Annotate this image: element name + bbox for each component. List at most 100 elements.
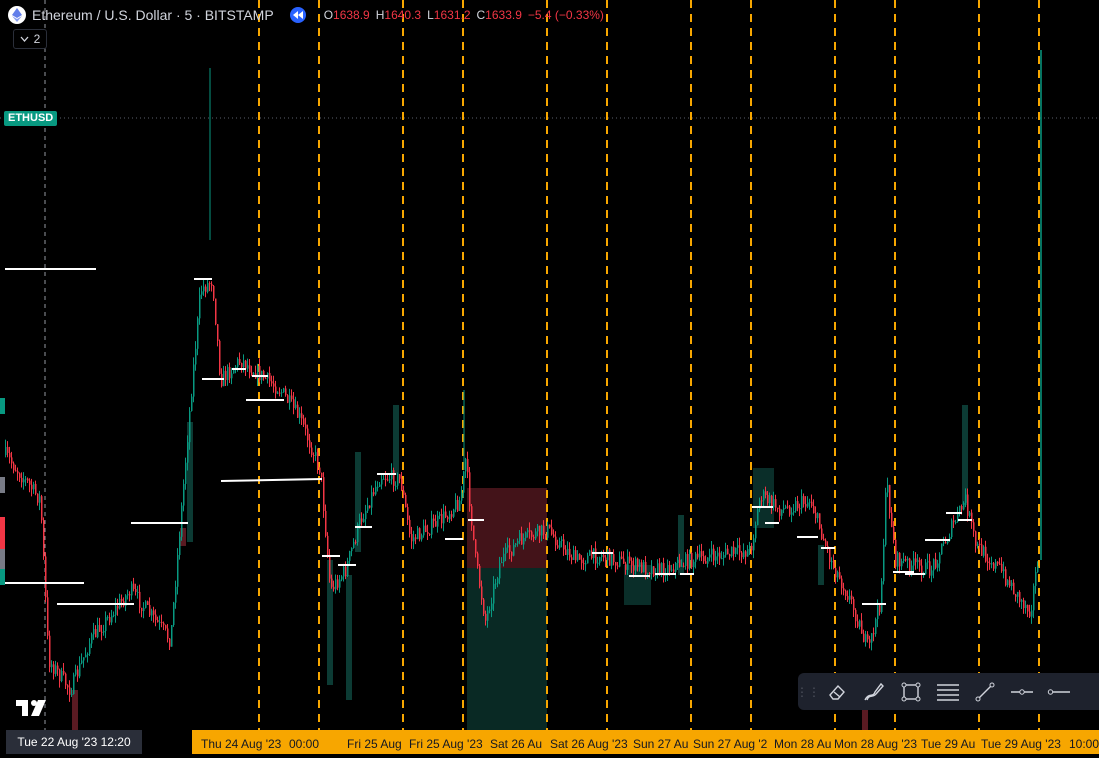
candle-body (851, 595, 853, 600)
brush-icon[interactable] (855, 673, 892, 710)
candle-body (87, 653, 89, 655)
candle-body (17, 471, 19, 474)
candle-body (289, 395, 291, 403)
chart-canvas[interactable] (0, 0, 1099, 730)
candle-body (839, 572, 841, 579)
candle-body (9, 452, 11, 458)
candle-body (397, 474, 399, 486)
candle-body (413, 537, 415, 542)
candle-body (799, 508, 801, 510)
candle-body (63, 670, 65, 674)
candle-body (489, 609, 491, 611)
candle-body (793, 510, 795, 513)
volume-bar (72, 690, 78, 730)
candle-body (753, 538, 755, 551)
candle-body (519, 533, 521, 541)
candle-body (947, 540, 949, 544)
candle-body (337, 579, 339, 588)
candle-body (875, 619, 877, 634)
candle-body (453, 509, 455, 517)
candle-body (473, 525, 475, 540)
chevron-down-icon (20, 36, 29, 42)
candle-body (455, 499, 457, 510)
candle-body (917, 559, 919, 563)
candle-body (115, 605, 117, 615)
candle-body (151, 610, 153, 616)
candle-body (137, 591, 139, 593)
candle-body (647, 573, 649, 575)
rectangle-icon[interactable] (892, 673, 929, 710)
drag-handle-icon[interactable]: ⋮⋮ (796, 684, 820, 699)
candle-body (181, 505, 183, 537)
candle-body (167, 628, 169, 639)
candle-body (295, 404, 297, 408)
candle-body (225, 370, 227, 380)
side-marker-gray (0, 477, 5, 493)
candle-body (987, 561, 989, 564)
candle-body (279, 392, 281, 394)
indicator-count: 2 (33, 32, 41, 46)
candle-body (377, 486, 379, 488)
time-axis-label: Mon 28 Au (774, 737, 832, 751)
candle-body (725, 548, 727, 556)
candle-body (773, 499, 775, 508)
candle-body (901, 561, 903, 567)
candle-body (537, 525, 539, 532)
candle-body (887, 484, 889, 493)
candle-body (471, 506, 473, 526)
candle-body (733, 546, 735, 554)
candle-body (527, 530, 529, 533)
candle-body (575, 550, 577, 561)
candle-body (645, 561, 647, 575)
candle-body (867, 634, 869, 640)
candle-body (539, 525, 541, 536)
close-label: C (476, 8, 486, 22)
candle-body (375, 486, 377, 495)
horizontal-ray-icon[interactable] (1040, 673, 1077, 710)
candle-body (727, 548, 729, 555)
candle-body (673, 569, 675, 572)
candle-body (189, 411, 191, 443)
candle-body (709, 554, 711, 558)
candle-body (637, 558, 639, 567)
symbol-price-label: ETHUSD (4, 111, 58, 126)
tradingview-logo-icon[interactable] (16, 700, 48, 721)
candle-body (249, 365, 251, 373)
candle-body (171, 625, 173, 647)
eraser-icon[interactable] (818, 673, 855, 710)
indicators-collapse-button[interactable]: 2 (13, 29, 47, 49)
candle-body (175, 586, 177, 603)
candle-body (557, 545, 559, 548)
candle-body (317, 452, 319, 468)
candle-body (339, 579, 341, 588)
volume-bar (862, 690, 868, 730)
price-chart[interactable] (0, 0, 1099, 730)
candle-body (1009, 580, 1011, 587)
candle-body (797, 501, 799, 509)
trend-line-icon[interactable] (966, 673, 1003, 710)
candle-body (613, 554, 615, 563)
candle-body (349, 551, 351, 561)
candle-body (1007, 580, 1009, 586)
time-axis[interactable] (0, 730, 1099, 758)
candle-body (893, 527, 895, 540)
candle-body (253, 373, 255, 375)
candle-body (697, 553, 699, 558)
candle-body (547, 524, 549, 538)
candle-body (219, 340, 221, 374)
horizontal-line-icon[interactable] (1003, 673, 1040, 710)
parallel-channel-icon[interactable] (929, 673, 966, 710)
candle-body (857, 621, 859, 627)
candle-body (971, 512, 973, 523)
candle-body (1011, 582, 1013, 587)
candle-body (101, 631, 103, 633)
replay-rewind-icon[interactable] (289, 7, 306, 23)
candle-body (895, 539, 897, 567)
candle-body (621, 556, 623, 559)
symbol-title[interactable]: Ethereum / U.S. Dollar · 5 · BITSTAMP (32, 7, 274, 23)
candle-body (139, 591, 141, 608)
candle-body (327, 535, 329, 555)
candle-body (263, 370, 265, 379)
volume-bar (962, 405, 968, 505)
candle-body (863, 633, 865, 642)
